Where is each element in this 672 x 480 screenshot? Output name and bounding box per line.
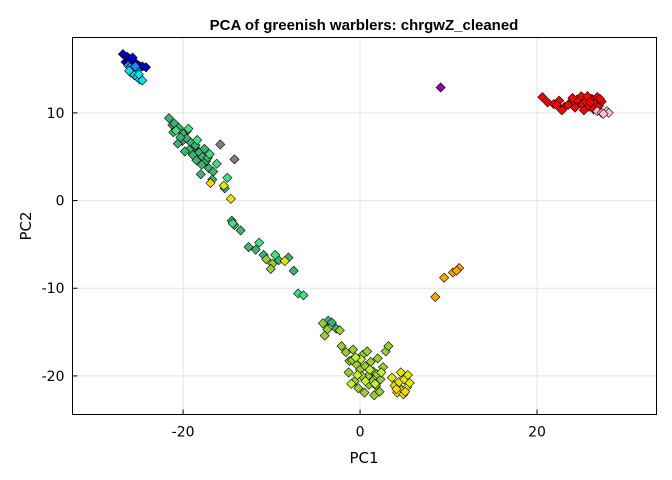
data-point bbox=[133, 69, 144, 80]
data-point bbox=[451, 265, 462, 276]
y-tick-label: -20 bbox=[42, 369, 65, 385]
x-tick-label: -20 bbox=[172, 425, 195, 441]
y-tick-label: 10 bbox=[47, 106, 65, 122]
data-point bbox=[376, 367, 387, 378]
data-point bbox=[350, 352, 361, 363]
data-point bbox=[179, 146, 190, 157]
data-point bbox=[585, 97, 596, 108]
data-point bbox=[265, 263, 276, 274]
data-point bbox=[386, 372, 397, 383]
data-point bbox=[235, 225, 246, 236]
data-point bbox=[211, 158, 222, 169]
data-point bbox=[279, 256, 290, 267]
data-point bbox=[229, 154, 240, 165]
data-point bbox=[362, 346, 373, 357]
data-point bbox=[352, 370, 363, 381]
data-point bbox=[196, 159, 207, 170]
data-point bbox=[439, 272, 450, 283]
data-point bbox=[270, 249, 281, 260]
data-point bbox=[250, 244, 261, 255]
data-point bbox=[537, 92, 548, 103]
data-point bbox=[225, 193, 236, 204]
data-point bbox=[374, 386, 385, 397]
data-point bbox=[370, 378, 381, 389]
data-point bbox=[227, 218, 238, 229]
data-point bbox=[562, 99, 574, 111]
data-point bbox=[360, 376, 371, 387]
data-point bbox=[383, 341, 394, 352]
y-tick-label: -10 bbox=[42, 281, 65, 297]
data-point bbox=[359, 387, 370, 398]
data-point bbox=[594, 93, 605, 104]
data-point bbox=[140, 62, 151, 73]
data-point bbox=[124, 65, 135, 76]
data-point bbox=[567, 92, 578, 104]
data-point bbox=[372, 353, 383, 364]
data-point bbox=[298, 290, 309, 301]
data-point bbox=[319, 330, 330, 341]
y-axis-label: PC2 bbox=[17, 211, 35, 240]
data-points bbox=[117, 49, 614, 401]
data-point bbox=[163, 113, 174, 124]
data-point bbox=[435, 82, 446, 93]
data-point bbox=[199, 143, 210, 154]
data-point bbox=[400, 386, 411, 397]
data-point bbox=[191, 155, 202, 166]
data-point bbox=[343, 367, 354, 378]
data-point bbox=[171, 125, 182, 136]
data-point bbox=[360, 361, 371, 372]
data-point bbox=[254, 237, 265, 248]
data-point bbox=[205, 178, 216, 189]
data-point bbox=[261, 254, 272, 265]
data-point bbox=[183, 123, 194, 134]
data-point bbox=[195, 169, 206, 180]
data-point bbox=[353, 383, 364, 394]
data-point bbox=[391, 384, 402, 395]
data-point bbox=[551, 99, 562, 111]
data-point bbox=[334, 325, 345, 336]
data-point bbox=[204, 149, 215, 160]
data-point bbox=[364, 364, 375, 375]
data-point bbox=[192, 135, 203, 146]
data-point bbox=[127, 52, 138, 63]
data-point bbox=[326, 317, 337, 328]
y-tick-label: 0 bbox=[56, 194, 65, 210]
data-point bbox=[570, 102, 581, 113]
data-point bbox=[395, 367, 406, 378]
data-point bbox=[556, 105, 567, 116]
x-axis-label: PC1 bbox=[349, 449, 378, 467]
data-point bbox=[175, 132, 186, 143]
data-point bbox=[130, 61, 141, 72]
data-point bbox=[293, 288, 304, 299]
grid-lines bbox=[72, 37, 657, 415]
axis-ticks: -20 0 20 -20 -10 0 10 bbox=[42, 106, 546, 441]
data-point bbox=[598, 108, 609, 119]
data-point bbox=[336, 341, 347, 352]
data-point bbox=[404, 377, 415, 388]
data-point bbox=[402, 370, 413, 381]
data-point bbox=[317, 318, 328, 329]
x-tick-label: 0 bbox=[356, 425, 365, 441]
data-point bbox=[218, 180, 229, 191]
x-tick-label: 20 bbox=[528, 425, 546, 441]
data-point bbox=[340, 347, 351, 358]
data-point bbox=[288, 265, 299, 276]
data-point bbox=[243, 242, 254, 253]
data-point bbox=[578, 105, 589, 116]
data-point bbox=[137, 75, 148, 86]
data-point bbox=[215, 139, 226, 150]
data-point bbox=[430, 291, 441, 303]
data-point bbox=[222, 172, 233, 183]
chart-title: PCA of greenish warblers: chrgwZ_cleaned bbox=[210, 17, 519, 34]
data-point bbox=[346, 378, 357, 389]
plot-frame bbox=[72, 37, 657, 415]
data-point bbox=[347, 344, 359, 355]
